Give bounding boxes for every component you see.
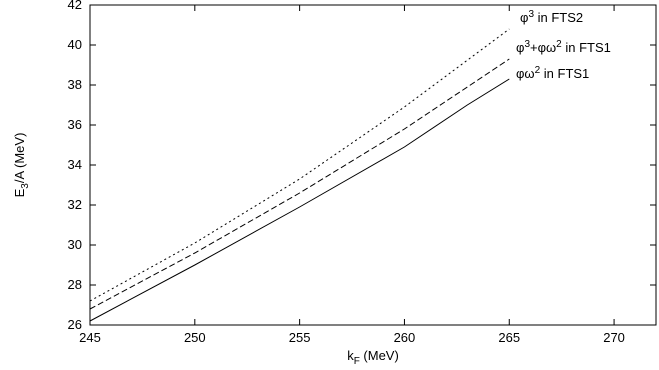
y-tick-label: 42	[68, 0, 82, 12]
x-tick-label: 270	[603, 330, 625, 345]
y-tick-label: 30	[68, 237, 82, 252]
legend-text: φ	[516, 40, 524, 55]
x-tick-label: 260	[394, 330, 416, 345]
x-tick-label: 265	[498, 330, 520, 345]
legend-text: φ	[520, 10, 528, 25]
series-group	[89, 28, 510, 322]
legend-superscript: 3	[528, 9, 534, 20]
legend-text: +φω	[530, 40, 556, 55]
y-tick-label: 28	[68, 277, 82, 292]
x-axis-label: kF (MeV)	[347, 348, 399, 367]
y-tick-label: 34	[68, 157, 82, 172]
x-tick-label: 250	[184, 330, 206, 345]
legend-superscript: 2	[556, 39, 562, 50]
x-tick-label: 255	[289, 330, 311, 345]
y-axis-label-rest: /A (MeV)	[12, 133, 27, 184]
x-axis-label-sub: F	[354, 356, 360, 367]
y-axis-label: E3/A (MeV)	[12, 133, 31, 198]
legend-text: in FTS1	[540, 66, 589, 81]
y-tick-label: 36	[68, 117, 82, 132]
x-axis-label-main: k	[347, 348, 354, 363]
series-line-phiomega2-fts1	[89, 78, 510, 322]
y-tick-label: 26	[68, 317, 82, 332]
legend-superscript: 2	[535, 65, 541, 76]
legend-label: φω2 in FTS1	[516, 65, 589, 81]
y-axis-label-sub: 3	[20, 183, 31, 189]
y-tick-label: 40	[68, 37, 82, 52]
legend-label: φ3+φω2 in FTS1	[516, 39, 611, 55]
y-axis-label-main: E	[12, 188, 27, 197]
legend-text: in FTS2	[534, 10, 583, 25]
x-tick-label: 245	[79, 330, 101, 345]
legend-superscript: 3	[524, 39, 530, 50]
legend-text: φω	[516, 66, 535, 81]
legend-text: in FTS1	[562, 40, 611, 55]
y-tick-label: 38	[68, 77, 82, 92]
series-line-phi3-fts2	[89, 28, 510, 302]
legend-label: φ3 in FTS2	[520, 9, 583, 25]
x-axis-label-rest: (MeV)	[360, 348, 399, 363]
series-line-phi3-phiomega2-fts1	[89, 58, 510, 310]
y-tick-label: 32	[68, 197, 82, 212]
